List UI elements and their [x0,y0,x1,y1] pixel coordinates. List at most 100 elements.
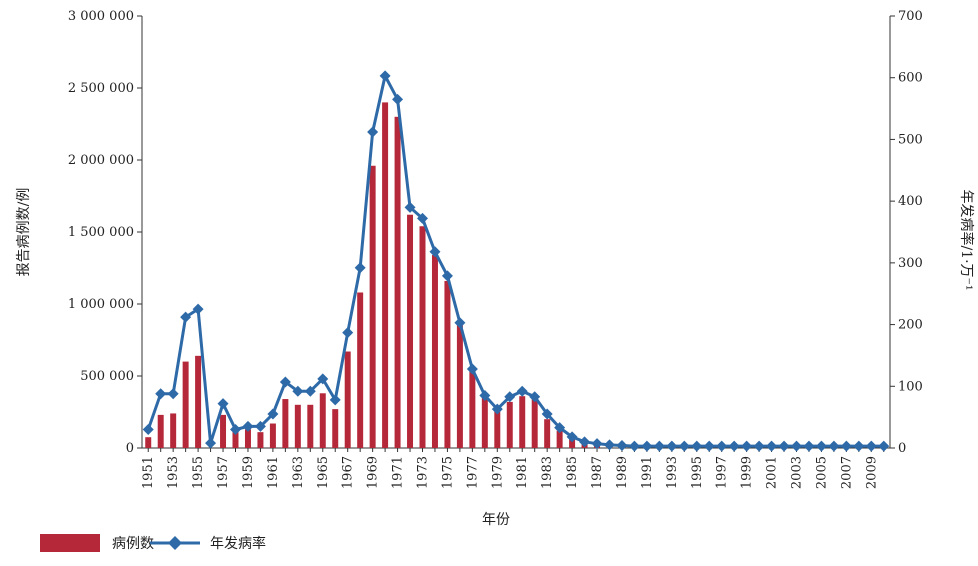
rate-point [716,440,728,452]
bar [170,413,177,448]
x-tick-label: 1969 [366,456,381,489]
rate-point [167,388,179,400]
x-tick-label: 1997 [715,456,730,489]
line-series [142,70,890,452]
rate-point [691,440,703,452]
y-right-tick-label: 500 [898,132,923,147]
x-tick-label: 2009 [864,456,879,489]
x-tick-label: 1979 [490,456,505,489]
rate-point [815,440,827,452]
rate-point [828,440,840,452]
bar [569,437,576,448]
bar [195,355,202,448]
x-tick-label: 1957 [216,456,231,489]
x-tick-label: 1993 [665,456,680,489]
rate-point [678,440,690,452]
rate-point [267,408,279,420]
rate-point [566,431,578,443]
rate-point [803,440,815,452]
rate-point [766,440,778,452]
y-left-tick-label: 0 [126,441,134,456]
rate-point [616,440,628,452]
bar [469,370,476,448]
rate-point [367,126,379,138]
rate-point [554,422,566,434]
x-tick-label: 2007 [839,456,854,489]
bar [182,361,189,448]
rate-point [441,270,453,282]
rate-point [429,246,441,258]
rate-point [491,403,503,415]
y-right-tick-label: 400 [898,194,923,209]
bar [269,423,276,448]
rate-point [242,420,254,432]
rate-point [778,440,790,452]
rate-point [379,70,391,82]
rate-point [703,440,715,452]
rate-point [417,212,428,224]
bar [232,427,239,448]
rate-point [329,394,341,406]
x-tick-label: 1973 [416,456,431,489]
rate-point [392,93,404,105]
legend-swatch-bar [40,534,100,552]
bar [419,226,426,448]
rate-line [146,74,884,448]
x-tick-label: 1999 [740,456,755,489]
bar [407,214,414,448]
rate-point [529,391,541,403]
rate-point [641,440,653,452]
rate-point [254,420,266,432]
x-tick-label: 1983 [540,456,555,489]
rate-point [230,423,241,435]
x-tick-label: 1995 [690,456,705,489]
bar [157,414,164,448]
bar [332,409,339,448]
bar [220,414,227,448]
bar [257,432,264,448]
x-tick-label: 1989 [615,456,630,489]
rate-point [579,436,591,448]
bar [519,396,526,448]
y-left-tick-label: 2 500 000 [68,81,134,96]
bar [431,255,438,448]
rate-point [404,201,416,213]
y-right-tick-label: 0 [898,441,906,456]
rate-point [753,440,765,452]
bar [494,407,501,448]
x-tick-label: 1955 [191,456,206,489]
rate-point [217,398,229,410]
x-tick-label: 1951 [141,456,156,489]
tick-labels: 0 500 000 1 000 000 1 500 000 2 000 000 2 500… [68,9,923,489]
rate-point [180,311,192,323]
bar [344,351,351,448]
legend-swatch-marker [168,536,182,550]
rate-point [541,408,553,420]
x-tick-label: 1963 [291,456,306,489]
rate-point [304,385,316,397]
rate-point [466,363,478,375]
rate-point [728,440,740,452]
y-axis-title-right: 年发病率/1·万⁻¹ [958,189,975,290]
x-tick-label: 1953 [166,456,181,489]
bar [369,165,376,448]
y-left-tick-label: 2 000 000 [68,153,134,168]
x-tick-label: 1977 [465,456,480,489]
rate-point [479,390,491,402]
rate-point [516,385,528,397]
bar [544,419,551,448]
y-left-tick-label: 500 000 [80,369,134,384]
bar [382,102,389,449]
y-left-tick-label: 3 000 000 [68,9,134,24]
bar [282,399,289,448]
y-right-tick-label: 700 [898,9,923,24]
y-left-tick-label: 1 500 000 [68,225,134,240]
x-tick-label: 1959 [241,456,256,489]
bar [319,393,326,448]
rate-point [853,440,865,452]
x-tick-label: 2005 [814,456,829,489]
bar [444,280,451,448]
bar [394,116,401,449]
bar [556,430,563,448]
